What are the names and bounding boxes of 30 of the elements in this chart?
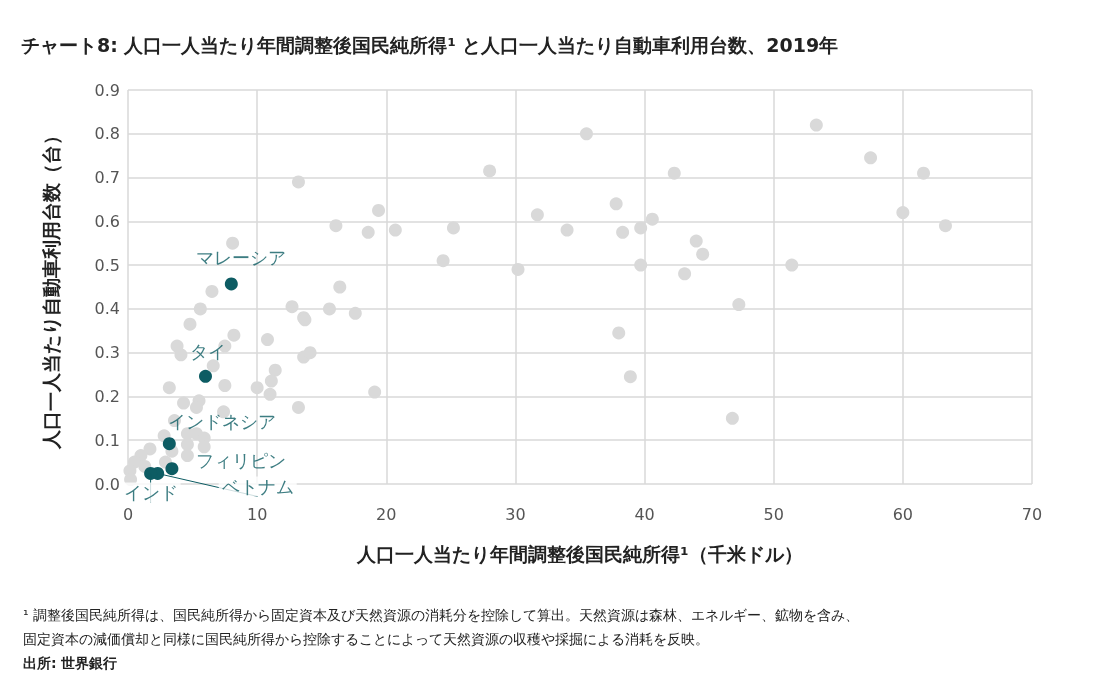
y-tick-label: 0.3 [94,343,120,363]
x-tick-label: 20 [376,504,397,524]
y-tick-label: 0.7 [94,168,120,188]
text: 出所: 世界銀行 [23,655,118,671]
annotation: マレーシア [196,247,287,269]
x-tick-label: 50 [763,504,784,524]
chart-title: チャート8: 人口一人当たり年間調整後国民純所得¹ と人口一人当たり自動車利用台数、2019年 [21,33,839,56]
text: 固定資本の減価償却と同様に国民純所得から控除することによって天然資源の収穫や採掘による消耗を反映。 [23,631,709,647]
x-tick-label: 0 [122,504,134,524]
y-tick-label: 0.1 [94,430,120,450]
y-tick-label: 0.8 [94,124,120,144]
x-tick-label: 30 [505,504,526,524]
y-axis-title: 人口一人当たり自動車利用台数（台） [39,125,62,450]
annotation: タイ [190,340,227,362]
annotation: インド [123,481,178,503]
y-tick-label: 0.9 [94,80,120,100]
y-tick-label: 0.5 [94,255,120,275]
x-axis-title: 人口一人当たり年間調整後国民純所得¹（千米ドル） [356,542,803,565]
x-tick-label: 60 [892,504,914,524]
x-tick-label: 70 [1021,504,1043,524]
x-tick-label: 40 [634,504,655,524]
annotation: フィリピン [195,450,286,472]
y-tick-label: 0.2 [94,386,120,406]
y-tick-label: 0.4 [94,299,120,319]
text: ¹ 調整後国民純所得は、国民純所得から固定資本及び天然資源の消耗分を控除して算出。天然資源は森林、エネルギー、鉱物を含み、 [23,607,860,623]
y-tick-label: 0.6 [94,211,120,231]
annotation: ベトナム [221,475,294,497]
x-tick-label: 10 [246,504,268,524]
annotation: インドネシア [168,411,277,433]
y-tick-label: 0.0 [94,474,120,494]
